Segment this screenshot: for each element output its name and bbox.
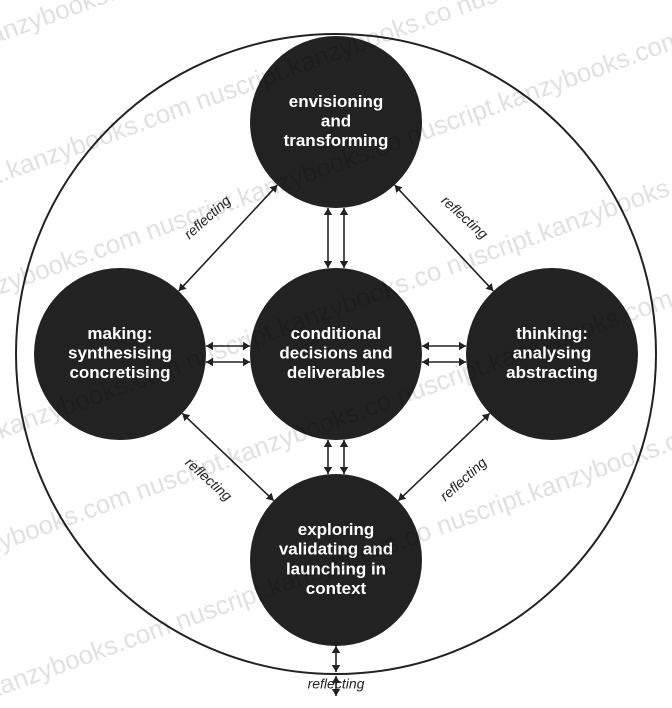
- double-arrow: [324, 440, 332, 474]
- double-arrow: [422, 342, 466, 350]
- arrow-head: [422, 342, 429, 350]
- double-arrow: [340, 208, 348, 268]
- arrow-head: [324, 440, 332, 447]
- arrow-head: [340, 467, 348, 474]
- arrow-head: [243, 358, 250, 366]
- arrow-head: [422, 358, 429, 366]
- double-arrow: [206, 342, 250, 350]
- edge-label-reflecting: reflecting: [181, 192, 234, 242]
- diagram-stage: nuscript.kanzybooks.com nuscript.kanzybo…: [0, 0, 672, 708]
- double-arrow: [422, 358, 466, 366]
- node-label-line: deliverables: [287, 363, 385, 382]
- node-label-line: concretising: [69, 363, 170, 382]
- arrow-head: [324, 467, 332, 474]
- edge-label-reflecting: reflecting: [308, 676, 365, 692]
- double-arrow: [340, 440, 348, 474]
- node-left: making:synthesisingconcretising: [34, 268, 206, 440]
- node-label-line: making:: [87, 324, 152, 343]
- node-label-line: decisions and: [279, 343, 392, 362]
- node-label-line: validating and: [279, 540, 393, 559]
- node-top: envisioningandtransforming: [250, 36, 422, 208]
- arrow-head: [459, 342, 466, 350]
- arrow-head: [340, 440, 348, 447]
- double-arrow: [324, 208, 332, 268]
- node-right: thinking:analysingabstracting: [466, 268, 638, 440]
- node-label-line: exploring: [298, 520, 375, 539]
- arrow-head: [459, 358, 466, 366]
- diagram-svg: reflecting reflecting reflecting reflecting…: [0, 0, 672, 708]
- arrow-head: [332, 646, 340, 653]
- node-label-line: conditional: [291, 324, 382, 343]
- double-arrow: [206, 358, 250, 366]
- node-label-line: and: [321, 111, 351, 130]
- edge-label-reflecting: reflecting: [182, 454, 235, 504]
- node-label-line: analysing: [513, 343, 591, 362]
- edge-label-reflecting: reflecting: [438, 192, 491, 242]
- node-label-line: launching in: [286, 559, 386, 578]
- arrow-head: [340, 261, 348, 268]
- node-label-line: context: [306, 579, 367, 598]
- node-label-line: envisioning: [289, 92, 383, 111]
- node-center: conditionaldecisions anddeliverables: [250, 268, 422, 440]
- arrow-head: [243, 342, 250, 350]
- node-label-line: abstracting: [506, 363, 598, 382]
- edge-label-reflecting: reflecting: [437, 454, 490, 504]
- arrow-head: [206, 342, 213, 350]
- node-label-line: synthesising: [68, 343, 172, 362]
- node-bottom: exploringvalidating andlaunching inconte…: [250, 474, 422, 646]
- double-arrow: [332, 646, 340, 672]
- arrow-head: [206, 358, 213, 366]
- node-label-line: transforming: [284, 131, 389, 150]
- arrow-head: [340, 208, 348, 215]
- arrow-head: [332, 665, 340, 672]
- node-label-line: thinking:: [516, 324, 588, 343]
- arrow-head: [324, 261, 332, 268]
- arrow-head: [324, 208, 332, 215]
